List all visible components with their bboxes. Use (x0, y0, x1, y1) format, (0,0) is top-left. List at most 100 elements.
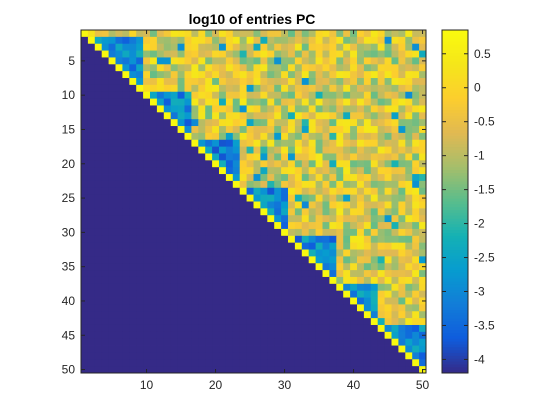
heatmap-cell (343, 160, 351, 168)
heatmap-cell (94, 132, 103, 141)
heatmap-cell (108, 91, 116, 99)
heatmap-cell (391, 235, 399, 244)
heatmap-cell (184, 311, 192, 319)
heatmap-cell (301, 263, 310, 271)
heatmap-cell (108, 105, 116, 113)
heatmap-cell (336, 30, 344, 38)
heatmap-cell (336, 338, 344, 346)
heatmap-cell (239, 119, 247, 127)
heatmap-cell (232, 119, 241, 127)
colorbar-segment (442, 70, 468, 74)
heatmap-cell (336, 187, 344, 196)
heatmap-cell (370, 338, 379, 346)
heatmap-cell (239, 153, 247, 161)
heatmap-cell (398, 112, 406, 120)
heatmap-cell (253, 105, 261, 113)
heatmap-cell (412, 119, 420, 127)
heatmap-cell (225, 359, 234, 367)
heatmap-cell (205, 318, 213, 326)
heatmap-cell (129, 187, 137, 196)
heatmap-cell (363, 283, 372, 292)
heatmap-cell (205, 180, 213, 189)
heatmap-cell (156, 132, 165, 141)
heatmap-cell (170, 324, 178, 333)
heatmap-cell (315, 132, 323, 141)
heatmap-cell (281, 304, 289, 312)
heatmap-cell (370, 139, 379, 148)
heatmap-cell (184, 215, 192, 223)
heatmap-cell (191, 167, 199, 175)
heatmap-cell (343, 98, 351, 106)
colorbar-tick-label: -1 (474, 149, 485, 163)
heatmap-cell (115, 318, 123, 326)
heatmap-cell (156, 57, 165, 65)
heatmap-cell (177, 57, 185, 65)
heatmap-cell (94, 311, 103, 319)
heatmap-cell (350, 270, 358, 278)
heatmap-cell (322, 91, 330, 99)
colorbar-segment (442, 352, 468, 357)
heatmap-cell (391, 222, 399, 230)
heatmap-cell (377, 57, 385, 65)
heatmap-cell (219, 57, 227, 65)
heatmap-cell (281, 242, 289, 250)
heatmap-cell (232, 153, 241, 161)
heatmap-cell (163, 167, 172, 175)
heatmap-cell (163, 249, 172, 257)
heatmap-cell (405, 324, 413, 333)
heatmap-cell (412, 366, 420, 374)
heatmap-cell (322, 222, 330, 230)
heatmap-cell (253, 43, 261, 51)
heatmap-cell (212, 235, 220, 244)
heatmap-cell (143, 160, 151, 168)
heatmap-cell (343, 304, 351, 312)
heatmap-cell (136, 304, 144, 312)
colorbar-segment (442, 61, 468, 65)
heatmap-cell (384, 119, 392, 127)
heatmap-cell (205, 187, 213, 196)
heatmap-cell (405, 331, 413, 340)
heatmap-cell (177, 345, 185, 353)
heatmap-cell (315, 194, 323, 202)
heatmap-cell (191, 78, 199, 86)
heatmap-cell (122, 304, 130, 312)
heatmap-cell (329, 64, 337, 72)
heatmap-cell (143, 153, 151, 161)
heatmap-cell (87, 345, 96, 353)
heatmap-cell (329, 256, 337, 264)
heatmap-cell (191, 304, 199, 312)
heatmap-cell (274, 119, 282, 127)
heatmap-cell (315, 208, 323, 216)
heatmap-cell (294, 222, 303, 230)
heatmap-cell (377, 352, 385, 360)
heatmap-cell (253, 98, 261, 106)
heatmap-cell (357, 50, 365, 58)
colorbar-segment (442, 75, 468, 80)
colorbar-segment (442, 132, 468, 137)
heatmap-cell (370, 98, 379, 106)
heatmap-cell (219, 146, 227, 154)
heatmap-cell (87, 153, 96, 161)
heatmap-cell (329, 36, 337, 45)
heatmap-cell (129, 50, 137, 58)
heatmap-cell (101, 64, 109, 72)
heatmap-cell (419, 84, 427, 93)
heatmap-cell (87, 126, 96, 134)
heatmap-cell (170, 36, 178, 45)
heatmap-cell (377, 180, 385, 189)
heatmap-cell (336, 345, 344, 353)
heatmap-cell (294, 84, 303, 93)
heatmap-cell (219, 71, 227, 79)
heatmap-cell (343, 78, 351, 86)
heatmap-cell (370, 57, 379, 65)
heatmap-cell (343, 43, 351, 51)
heatmap-cell (350, 359, 358, 367)
heatmap-cell (232, 84, 241, 93)
heatmap-cell (122, 194, 130, 202)
heatmap-cell (219, 235, 227, 244)
heatmap-cell (129, 132, 137, 141)
heatmap-cell (212, 64, 220, 72)
heatmap-cell (108, 84, 116, 93)
heatmap-cell (281, 338, 289, 346)
heatmap-cell (294, 180, 303, 189)
